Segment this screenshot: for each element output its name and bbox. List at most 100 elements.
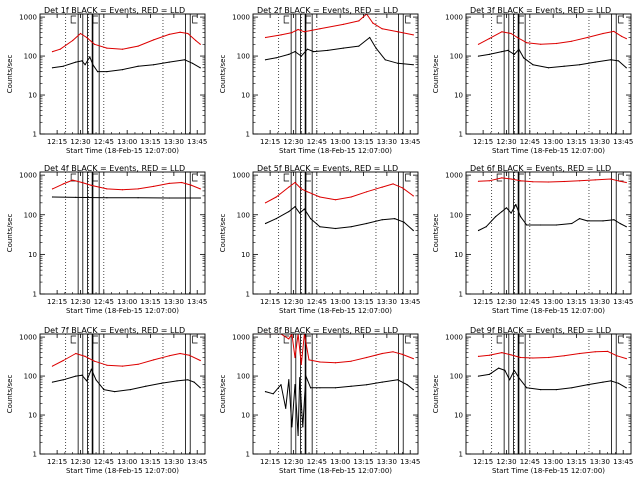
- x-tick-label: 12:45: [307, 138, 327, 146]
- y-tick-label: 10: [28, 92, 37, 100]
- events-series-line: [265, 37, 414, 66]
- x-tick-label: 13:30: [164, 298, 184, 306]
- x-axis-label: Start Time (18-Feb-15 12:07:00): [66, 467, 179, 475]
- events-point: [191, 62, 194, 64]
- events-point: [291, 426, 293, 428]
- events-series-line: [478, 48, 627, 69]
- events-point: [501, 51, 503, 53]
- events-point: [334, 387, 337, 389]
- events-point: [137, 197, 139, 199]
- lld-point: [72, 179, 74, 181]
- events-point: [381, 219, 383, 221]
- x-tick-label: 12:30: [70, 458, 90, 466]
- x-tick-label: 12:30: [283, 458, 303, 466]
- plot-frame: [465, 13, 632, 135]
- x-tick-label: 12:15: [260, 298, 280, 306]
- y-axis-label: Counts/sec: [432, 214, 440, 253]
- lld-point: [510, 32, 512, 35]
- detector-panel-1: Det 1f BLACK = Events, RED = LLD Counts/s…: [6, 6, 207, 155]
- y-tick-label: 1: [33, 131, 37, 139]
- lld-point: [280, 34, 282, 36]
- x-tick-label: 13:00: [117, 138, 137, 146]
- events-point: [366, 222, 368, 225]
- lld-point: [555, 42, 557, 45]
- events-point: [602, 381, 604, 383]
- events-point: [594, 61, 596, 63]
- x-tick-label: 13:15: [140, 298, 160, 306]
- lld-point: [381, 352, 383, 355]
- bracket-glyph: [70, 15, 77, 24]
- events-point: [300, 55, 302, 57]
- events-point: [275, 218, 277, 220]
- events-point: [176, 380, 178, 382]
- interval-marker-box: [77, 171, 84, 295]
- events-point: [375, 47, 377, 49]
- lld-point: [199, 188, 201, 190]
- lld-point: [381, 186, 383, 188]
- events-point: [613, 219, 615, 221]
- events-point: [199, 67, 201, 69]
- lld-point: [153, 39, 155, 41]
- lld-point: [547, 356, 550, 359]
- plot-frame: [39, 13, 206, 135]
- x-tick-label: 12:15: [260, 138, 280, 146]
- y-tick-label: 1000: [19, 334, 37, 342]
- detector-panel-7: Det 7f BLACK = Events, RED = LLD Counts/s…: [6, 326, 207, 475]
- events-point: [342, 47, 344, 49]
- lld-point: [59, 48, 61, 50]
- events-point: [625, 387, 627, 389]
- lld-point: [319, 196, 321, 198]
- lld-point: [179, 352, 181, 355]
- events-point: [369, 36, 371, 39]
- lld-point: [106, 47, 108, 49]
- events-series-line: [52, 56, 201, 73]
- x-axis-label: Start Time (18-Feb-15 12:07:00): [492, 467, 605, 475]
- y-tick-label: 1000: [445, 14, 463, 22]
- events-point: [75, 375, 77, 377]
- interval-marker-box: [611, 333, 617, 455]
- events-point: [515, 204, 517, 206]
- lld-point: [86, 36, 88, 39]
- lld-series-line: [52, 31, 201, 53]
- events-point: [495, 216, 497, 218]
- bracket-glyph: [305, 173, 311, 182]
- lld-point: [477, 180, 480, 182]
- lld-point: [199, 43, 201, 45]
- plot-frame: [39, 171, 206, 295]
- detector-panel-8: Det 8f BLACK = Events, RED = LLD Counts/s…: [219, 326, 420, 475]
- events-point: [513, 53, 515, 56]
- bracket-glyph: [192, 173, 198, 182]
- events-point: [280, 384, 282, 386]
- x-tick-label: 13:30: [164, 138, 184, 146]
- bracket-glyph: [518, 335, 524, 344]
- lld-point: [294, 356, 296, 359]
- y-tick-label: 100: [24, 53, 37, 61]
- lld-point: [540, 43, 542, 45]
- lld-point: [137, 45, 139, 47]
- events-point: [519, 216, 522, 218]
- y-tick-label: 1000: [445, 172, 463, 180]
- y-tick-label: 1000: [445, 334, 463, 342]
- x-tick-label: 13:00: [330, 298, 350, 306]
- y-tick-label: 1: [459, 451, 463, 459]
- events-point: [540, 224, 542, 226]
- interval-marker-box: [77, 13, 84, 135]
- x-tick-label: 13:00: [330, 458, 350, 466]
- x-tick-label: 13:15: [140, 138, 160, 146]
- y-tick-label: 10: [241, 251, 250, 259]
- interval-marker-box: [398, 171, 404, 295]
- lld-point: [501, 352, 503, 354]
- y-tick-label: 10: [241, 412, 250, 420]
- lld-point: [579, 352, 581, 355]
- lld-point: [334, 199, 337, 201]
- panel-title: Det 6f BLACK = Events, RED = LLD: [470, 164, 611, 173]
- events-point: [488, 53, 490, 56]
- events-point: [510, 212, 512, 214]
- bracket-glyph: [70, 335, 77, 344]
- bracket-glyph: [518, 173, 524, 182]
- lld-point: [334, 362, 337, 364]
- events-point: [586, 384, 589, 386]
- x-tick-label: 13:30: [590, 458, 610, 466]
- bracket-glyph: [405, 15, 411, 24]
- lld-point: [181, 181, 183, 184]
